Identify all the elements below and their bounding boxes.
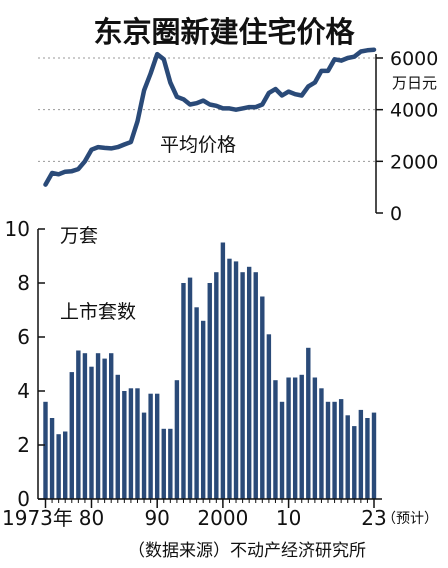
bar [109,353,114,499]
bar [266,334,272,499]
bar-y-tick-label: 10 [5,217,30,241]
bar-x-ticks: 1973年 80 90 2000 10 23 [2,499,387,530]
bar [56,434,61,499]
bar [154,393,160,499]
line-y-tick-label: 0 [390,203,402,225]
bar [122,391,127,499]
bar-y-tick-label: 8 [17,271,30,295]
source-note: （数据来源）不动产经济研究所 [128,541,366,561]
bar-x-tick-label: 80 [79,506,104,530]
bar-series-units [43,242,377,499]
line-y-tick-label: 2000 [390,151,438,173]
bar-y-tick-label: 2 [17,433,30,457]
bar [181,283,186,499]
line-series-label: 平均价格 [160,134,236,156]
line-y-ticks: 0 2000 4000 6000 [376,48,438,225]
bar-x-tick-label: 23 [361,506,386,530]
bar-y-tick-label: 0 [17,487,30,511]
bar [319,388,324,499]
bar [246,266,252,499]
bar-x-tick-label: 90 [144,506,169,530]
bar [135,388,140,499]
bar [128,388,134,499]
bar [43,401,48,499]
bar [200,320,206,499]
bar-y-tick-label: 4 [17,379,30,403]
bar-series-label: 上市套数 [60,301,136,323]
bar [102,358,107,499]
bar-x-tick-label: 10 [276,506,301,530]
bar [82,353,88,499]
bar [207,283,212,499]
line-gridlines [38,57,376,162]
bar [168,428,173,499]
line-unit-label: 万日元 [392,74,437,92]
bar [306,347,311,499]
bar [299,374,304,499]
bar-x-tick-label: 2000 [197,506,248,530]
bar [227,258,232,499]
bar [187,277,193,499]
bar-y-ticks: 0 2 4 6 8 10 [5,217,45,511]
bar [365,418,370,499]
bar [63,431,68,499]
bar [95,353,101,499]
chart-title: 东京圈新建住宅价格 [93,15,355,49]
bar [115,374,120,499]
bar [161,428,166,499]
bar [345,415,350,499]
bar-x-tick-label: 1973年 [2,506,73,530]
bar [240,272,245,499]
bar [332,401,337,499]
bar [76,350,81,499]
bar [279,401,285,499]
bar [141,412,147,499]
bar [358,409,364,499]
line-y-tick-label: 4000 [390,100,438,122]
bar [371,412,377,499]
bar [214,272,219,499]
bar [174,380,180,499]
bar [194,307,199,499]
line-series-average-price [43,47,377,187]
bar-unit-label: 万套 [60,225,98,247]
bar [253,272,258,499]
bar [89,366,94,499]
bar [273,380,278,499]
forecast-label: （预计） [382,511,438,527]
bar [352,426,357,499]
bar-y-tick-label: 6 [17,325,30,349]
bar [69,372,74,499]
bar [49,418,55,499]
bar [325,401,331,499]
bar [260,296,265,499]
bar [292,377,298,499]
bar [233,261,239,499]
line-y-tick-label: 6000 [390,48,438,70]
bar [148,393,153,499]
bar [286,377,291,499]
bar [312,377,318,499]
bar [338,399,344,499]
bar [220,242,226,499]
